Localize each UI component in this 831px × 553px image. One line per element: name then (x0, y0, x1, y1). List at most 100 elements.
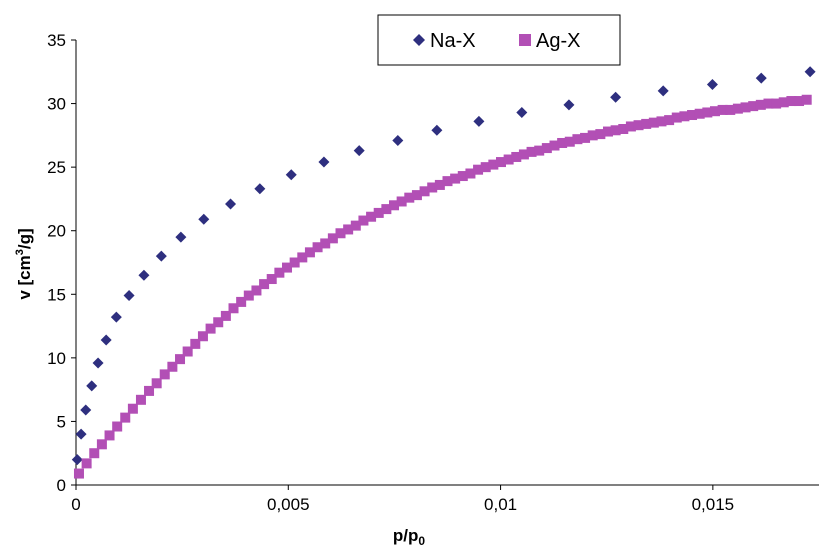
data-point (120, 412, 131, 423)
data-point (587, 130, 598, 141)
data-point (100, 334, 112, 346)
data-point (343, 224, 354, 235)
data-point (709, 106, 720, 117)
data-point (254, 183, 266, 195)
data-point (702, 107, 713, 118)
data-point (92, 357, 104, 369)
data-point (763, 98, 774, 109)
data-point (431, 124, 443, 136)
data-point (198, 213, 210, 225)
data-point (243, 290, 254, 301)
data-point (110, 311, 122, 323)
data-point (205, 323, 216, 334)
data-point (392, 134, 404, 146)
data-point (123, 290, 135, 302)
data-point (656, 116, 667, 127)
data-point (725, 104, 736, 115)
data-point (557, 137, 568, 148)
data-point (285, 169, 297, 181)
data-point (182, 346, 193, 357)
data-point (794, 96, 805, 107)
data-point (335, 228, 346, 239)
data-point (81, 458, 92, 469)
data-point (127, 403, 138, 414)
data-point (318, 156, 330, 168)
data-point (251, 285, 262, 296)
data-point (274, 267, 285, 278)
series-na-x (71, 66, 816, 466)
data-point (786, 96, 797, 107)
x-tick-label: 0 (71, 495, 80, 514)
data-point (419, 186, 430, 197)
data-point (572, 134, 583, 145)
y-tick-label: 10 (47, 349, 66, 368)
x-tick-label: 0,015 (692, 495, 735, 514)
data-point (633, 120, 644, 131)
legend-label-na-x: Na-X (430, 30, 476, 52)
data-point (694, 108, 705, 119)
data-point (664, 115, 675, 126)
data-point (648, 117, 659, 128)
data-point (404, 192, 415, 203)
data-point (320, 238, 331, 249)
data-point (167, 361, 178, 372)
data-point (396, 196, 407, 207)
data-point (657, 85, 669, 97)
y-axis-label-pre: v [cm (15, 255, 34, 299)
data-point (442, 176, 453, 187)
data-point (327, 233, 338, 244)
data-point (671, 112, 682, 123)
data-point (213, 317, 224, 328)
data-point (473, 164, 484, 175)
data-point (563, 99, 575, 111)
data-point (801, 94, 812, 105)
data-point (534, 145, 545, 156)
data-point (175, 231, 187, 243)
data-point (73, 468, 84, 479)
data-point (526, 146, 537, 157)
data-point (465, 168, 476, 179)
data-point (89, 448, 100, 459)
y-axis-label: v [cm3/g] (14, 228, 34, 299)
data-point (518, 149, 529, 160)
y-axis-label-post: /g] (15, 228, 34, 249)
data-point (86, 380, 98, 392)
y-tick-label: 0 (57, 476, 66, 495)
legend: Na-X Ag-X (377, 14, 621, 66)
data-point (610, 91, 622, 103)
y-tick-label: 5 (57, 412, 66, 431)
data-point (71, 454, 83, 466)
data-point (259, 279, 270, 290)
data-point (350, 220, 361, 231)
data-point (175, 354, 186, 365)
y-tick-label: 25 (47, 158, 66, 177)
x-axis-label: p/p0 (393, 526, 426, 548)
data-point (381, 204, 392, 215)
data-point (236, 296, 247, 307)
data-point (266, 274, 277, 285)
data-point (602, 126, 613, 137)
data-point (151, 378, 162, 389)
data-point (304, 247, 315, 258)
data-point (135, 394, 146, 405)
data-point (706, 79, 718, 90)
data-point (434, 179, 445, 190)
data-point (427, 182, 438, 193)
data-point (197, 331, 208, 342)
data-point (225, 198, 237, 210)
data-point (580, 132, 591, 143)
data-point (595, 129, 606, 140)
data-point (373, 207, 384, 218)
x-tick-label: 0,005 (267, 495, 310, 514)
y-tick-label: 35 (47, 31, 66, 50)
data-point (732, 103, 743, 114)
data-point (610, 125, 621, 136)
data-point (366, 211, 377, 222)
data-point (541, 143, 552, 154)
data-point (112, 421, 123, 432)
data-point (755, 72, 767, 84)
data-point (297, 252, 308, 263)
data-point (80, 404, 92, 416)
